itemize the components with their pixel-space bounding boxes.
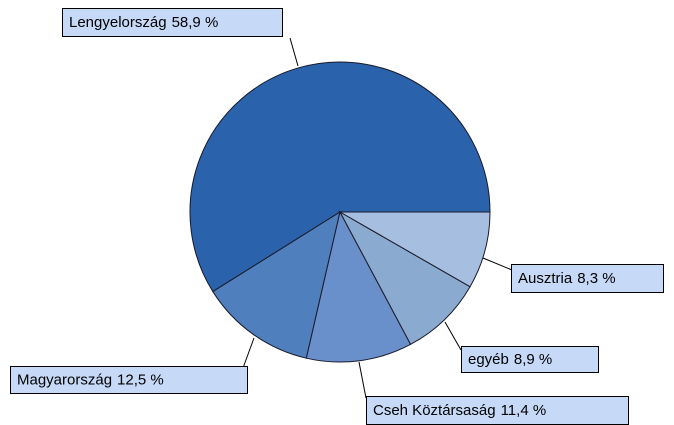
category-label: egyéb [468, 351, 509, 368]
category-label: Cseh Köztársaság [373, 402, 496, 419]
label-box [511, 264, 664, 293]
slice-label: egyéb 8,9 % [468, 351, 552, 368]
label-box [62, 8, 283, 37]
label-box [366, 396, 629, 425]
pie-slice [189, 61, 491, 293]
value-label: 8,9 % [514, 351, 552, 368]
value-label: 11,4 % [501, 402, 547, 419]
pie-slice [338, 210, 471, 346]
slice-label: Cseh Köztársaság 11,4 % [373, 402, 546, 419]
pie-slice [338, 211, 491, 288]
label-box [461, 346, 599, 373]
leader-line [289, 37, 299, 67]
slice-label: Ausztria 8,3 % [518, 270, 616, 287]
leader-line [358, 361, 367, 399]
leader-line [444, 321, 462, 351]
category-label: Magyarország [17, 371, 112, 388]
category-label: Lengyelország [69, 14, 167, 31]
pie-slice [305, 210, 412, 363]
value-label: 8,3 % [577, 270, 615, 287]
slice-label: Magyarország 12,5 % [17, 371, 164, 388]
label-box [10, 366, 248, 394]
slice-label: Lengyelország 58,9 % [69, 14, 218, 31]
pie-slice [212, 210, 341, 359]
leader-line [482, 257, 513, 271]
category-label: Ausztria [518, 270, 573, 287]
value-label: 12,5 % [117, 371, 164, 388]
leader-line [242, 337, 255, 369]
value-label: 58,9 % [172, 14, 219, 31]
